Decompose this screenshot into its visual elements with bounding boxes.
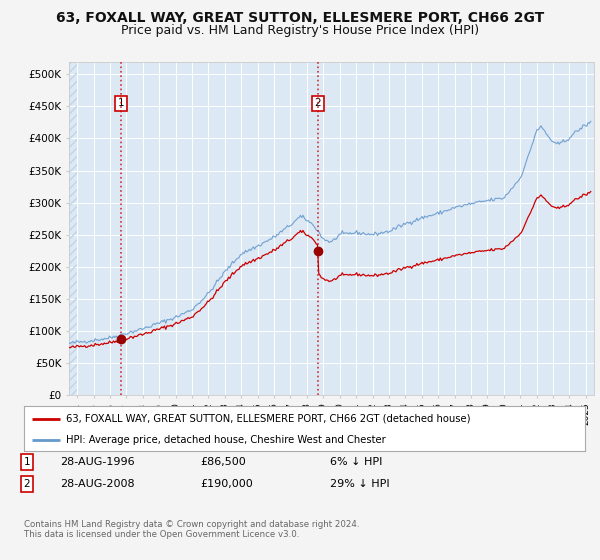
Text: 29% ↓ HPI: 29% ↓ HPI (330, 479, 389, 489)
Text: £190,000: £190,000 (200, 479, 253, 489)
Text: £86,500: £86,500 (200, 457, 246, 467)
Text: 2: 2 (23, 479, 31, 489)
Text: 6% ↓ HPI: 6% ↓ HPI (330, 457, 382, 467)
Text: 2: 2 (314, 98, 321, 108)
Text: 28-AUG-2008: 28-AUG-2008 (60, 479, 134, 489)
Text: Price paid vs. HM Land Registry's House Price Index (HPI): Price paid vs. HM Land Registry's House … (121, 24, 479, 37)
Text: 63, FOXALL WAY, GREAT SUTTON, ELLESMERE PORT, CH66 2GT (detached house): 63, FOXALL WAY, GREAT SUTTON, ELLESMERE … (66, 413, 470, 423)
Text: 63, FOXALL WAY, GREAT SUTTON, ELLESMERE PORT, CH66 2GT: 63, FOXALL WAY, GREAT SUTTON, ELLESMERE … (56, 11, 544, 25)
Text: HPI: Average price, detached house, Cheshire West and Chester: HPI: Average price, detached house, Ches… (66, 435, 386, 445)
Text: 1: 1 (118, 98, 124, 108)
Text: 28-AUG-1996: 28-AUG-1996 (60, 457, 134, 467)
Text: Contains HM Land Registry data © Crown copyright and database right 2024.
This d: Contains HM Land Registry data © Crown c… (24, 520, 359, 539)
Text: 1: 1 (23, 457, 31, 467)
